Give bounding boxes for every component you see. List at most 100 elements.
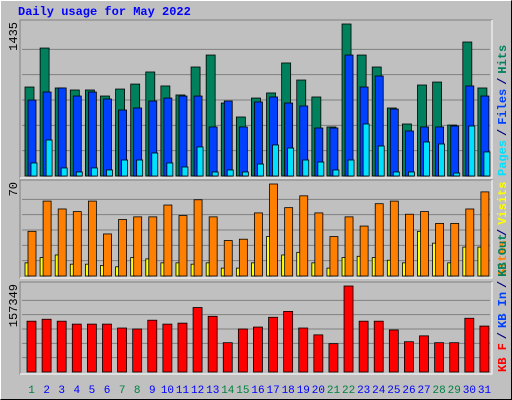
x-tick-label: 17 xyxy=(266,385,279,397)
bar xyxy=(358,320,369,373)
x-tick-label: 8 xyxy=(134,385,141,397)
bar xyxy=(30,162,38,177)
x-tick-label: 29 xyxy=(448,385,461,397)
legend: Pages / Files / Hits xyxy=(496,45,510,176)
bar xyxy=(26,320,37,373)
x-tick-label: 25 xyxy=(387,385,400,397)
x-tick-label: 14 xyxy=(221,385,235,397)
bar xyxy=(72,211,82,277)
bar xyxy=(257,163,264,177)
bar xyxy=(420,211,429,277)
bar xyxy=(283,311,294,373)
bar xyxy=(192,307,203,373)
bar xyxy=(151,152,159,177)
bar xyxy=(359,225,369,277)
bar xyxy=(163,204,173,277)
legend-separator: / xyxy=(496,332,510,339)
x-tick-label: 4 xyxy=(74,385,81,397)
bar xyxy=(373,320,384,373)
legend-entry: Pages xyxy=(496,140,510,176)
y-max-label: 70 xyxy=(7,182,21,196)
bar xyxy=(207,315,218,373)
legend-entry: Sites xyxy=(496,240,510,276)
legend: Sites / Visits xyxy=(496,182,510,276)
plot-bevel xyxy=(20,20,493,179)
bar xyxy=(438,143,446,177)
legend-separator: / xyxy=(496,229,510,236)
bar xyxy=(45,139,53,177)
bar xyxy=(118,219,127,277)
y-max-label: 1435 xyxy=(7,22,21,51)
bar xyxy=(238,126,248,177)
bar xyxy=(284,207,294,277)
bar xyxy=(226,169,234,177)
bar xyxy=(223,240,233,277)
bar xyxy=(388,329,399,373)
bar xyxy=(314,212,324,277)
bar xyxy=(56,320,67,373)
x-tick-label: 18 xyxy=(282,385,295,397)
x-tick-label: 31 xyxy=(478,385,492,397)
bar xyxy=(408,171,415,177)
bar xyxy=(162,323,173,373)
bar xyxy=(343,285,354,373)
bar xyxy=(72,95,82,177)
bar xyxy=(177,322,188,373)
bar xyxy=(117,327,127,373)
bar xyxy=(453,172,461,177)
bar xyxy=(479,325,490,373)
bar xyxy=(237,328,248,373)
bar xyxy=(132,328,143,373)
bar xyxy=(208,126,218,177)
bar xyxy=(106,169,113,177)
bar xyxy=(328,343,339,373)
plot-bevel xyxy=(20,282,493,375)
bar xyxy=(362,123,370,177)
x-tick-label: 22 xyxy=(342,385,355,397)
legend-entry: KB Out xyxy=(496,234,510,277)
chart-title: Daily usage for May 2022 xyxy=(18,5,191,19)
bar xyxy=(57,208,67,277)
legend-entry: Hits xyxy=(496,45,510,74)
bar xyxy=(178,215,188,277)
bar xyxy=(253,326,263,373)
bar xyxy=(329,236,339,277)
x-tick-label: 24 xyxy=(372,385,386,397)
bar xyxy=(238,238,248,277)
x-tick-label: 3 xyxy=(58,385,65,397)
bar xyxy=(483,151,491,177)
legend-entry: Visits xyxy=(496,182,510,225)
plot-bevel xyxy=(20,180,493,279)
x-tick-label: 23 xyxy=(357,385,370,397)
bar xyxy=(272,144,279,177)
bar xyxy=(211,171,219,177)
bar xyxy=(317,161,325,177)
x-tick-label: 2 xyxy=(43,385,50,397)
x-tick-label: 5 xyxy=(89,385,96,397)
bar xyxy=(102,323,112,373)
bar xyxy=(347,159,355,177)
x-tick-label: 28 xyxy=(433,385,446,397)
bar xyxy=(268,316,278,373)
bar xyxy=(450,125,460,177)
bar xyxy=(42,200,52,277)
bar xyxy=(344,216,354,277)
bar xyxy=(423,141,430,177)
bar xyxy=(178,95,188,177)
bar xyxy=(269,183,278,277)
legend-entry: Files xyxy=(496,89,510,125)
bar xyxy=(464,317,475,373)
bar xyxy=(389,200,399,277)
bar xyxy=(121,159,128,177)
bar xyxy=(465,208,475,277)
legend-entry: KB In xyxy=(496,292,510,328)
y-max-label: 157349 xyxy=(7,284,21,327)
x-tick-label: 13 xyxy=(206,385,219,397)
bar xyxy=(377,145,385,177)
bar xyxy=(87,200,97,277)
bar xyxy=(435,223,445,277)
bar xyxy=(254,212,263,277)
bar xyxy=(419,335,429,373)
x-tick-label: 11 xyxy=(176,385,190,397)
